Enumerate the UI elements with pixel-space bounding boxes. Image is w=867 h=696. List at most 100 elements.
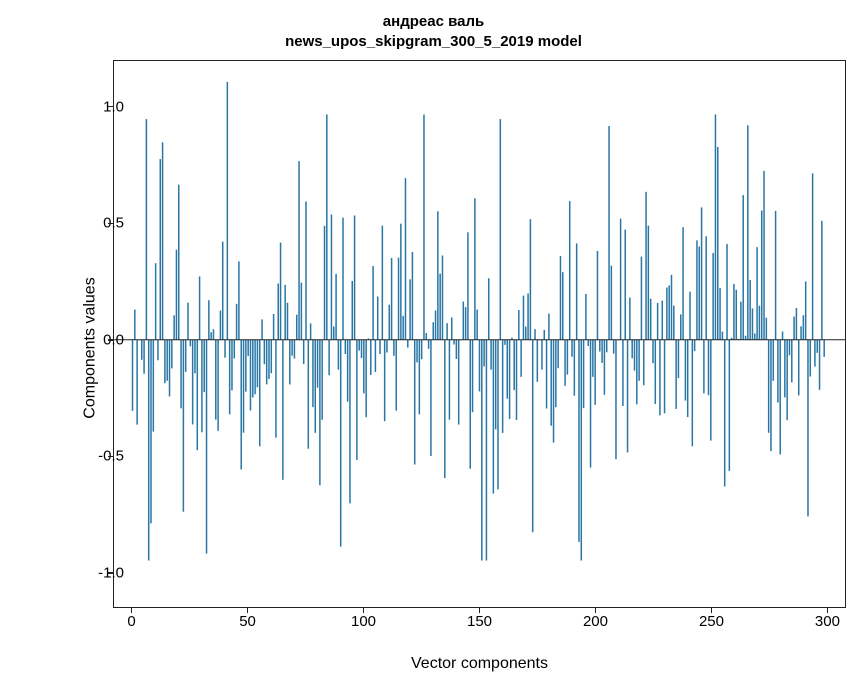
vector-component-bar[interactable]: [386, 340, 388, 353]
vector-component-bar[interactable]: [634, 340, 636, 371]
vector-component-bar[interactable]: [160, 159, 162, 340]
vector-component-bar[interactable]: [555, 340, 557, 407]
vector-component-bar[interactable]: [435, 311, 437, 340]
vector-component-bar[interactable]: [513, 340, 515, 390]
vector-component-bar[interactable]: [786, 340, 788, 420]
vector-component-bar[interactable]: [402, 316, 404, 340]
vector-component-bar[interactable]: [541, 340, 543, 370]
vector-component-bar[interactable]: [282, 340, 284, 480]
vector-component-bar[interactable]: [141, 340, 143, 360]
vector-component-bar[interactable]: [800, 326, 802, 340]
vector-component-bar[interactable]: [604, 340, 606, 395]
vector-component-bar[interactable]: [143, 340, 145, 374]
vector-component-bar[interactable]: [736, 290, 738, 340]
vector-component-bar[interactable]: [377, 297, 379, 340]
vector-component-bar[interactable]: [486, 340, 488, 561]
vector-component-bar[interactable]: [442, 256, 444, 340]
vector-component-bar[interactable]: [553, 340, 555, 443]
vector-component-bar[interactable]: [449, 340, 451, 420]
vector-component-bar[interactable]: [759, 306, 761, 340]
vector-component-bar[interactable]: [423, 114, 425, 339]
vector-component-bar[interactable]: [312, 340, 314, 407]
vector-component-bar[interactable]: [201, 340, 203, 432]
vector-component-bar[interactable]: [146, 119, 148, 340]
vector-component-bar[interactable]: [231, 340, 233, 391]
vector-component-bar[interactable]: [444, 340, 446, 478]
vector-component-bar[interactable]: [166, 340, 168, 381]
vector-component-bar[interactable]: [775, 211, 777, 340]
vector-component-bar[interactable]: [493, 340, 495, 494]
vector-component-bar[interactable]: [227, 82, 229, 340]
vector-component-bar[interactable]: [766, 318, 768, 340]
vector-component-bar[interactable]: [601, 340, 603, 363]
vector-component-bar[interactable]: [678, 340, 680, 378]
vector-component-bar[interactable]: [789, 340, 791, 356]
vector-component-bar[interactable]: [597, 251, 599, 340]
vector-component-bar[interactable]: [692, 340, 694, 446]
vector-component-bar[interactable]: [715, 114, 717, 339]
vector-component-bar[interactable]: [194, 340, 196, 373]
vector-component-bar[interactable]: [469, 340, 471, 469]
vector-component-bar[interactable]: [398, 258, 400, 340]
vector-component-bar[interactable]: [379, 340, 381, 354]
vector-component-bar[interactable]: [534, 329, 536, 340]
vector-component-bar[interactable]: [187, 303, 189, 340]
vector-component-bar[interactable]: [650, 299, 652, 340]
vector-component-bar[interactable]: [615, 340, 617, 459]
vector-component-bar[interactable]: [234, 340, 236, 359]
vector-component-bar[interactable]: [467, 232, 469, 339]
vector-component-bar[interactable]: [203, 340, 205, 392]
vector-component-bar[interactable]: [578, 340, 580, 542]
vector-component-bar[interactable]: [215, 340, 217, 420]
vector-component-bar[interactable]: [671, 275, 673, 340]
vector-component-bar[interactable]: [361, 340, 363, 358]
vector-component-bar[interactable]: [342, 218, 344, 340]
vector-component-bar[interactable]: [416, 340, 418, 363]
vector-component-bar[interactable]: [134, 310, 136, 340]
vector-component-bar[interactable]: [296, 315, 298, 340]
vector-component-bar[interactable]: [793, 317, 795, 340]
vector-component-bar[interactable]: [157, 340, 159, 360]
vector-component-bar[interactable]: [585, 294, 587, 340]
vector-component-bar[interactable]: [810, 340, 812, 377]
vector-component-bar[interactable]: [153, 340, 155, 432]
vector-component-bar[interactable]: [564, 340, 566, 386]
vector-component-bar[interactable]: [717, 147, 719, 340]
vector-component-bar[interactable]: [504, 340, 506, 345]
vector-component-bar[interactable]: [652, 340, 654, 363]
vector-component-bar[interactable]: [784, 340, 786, 398]
vector-component-bar[interactable]: [173, 315, 175, 339]
vector-component-bar[interactable]: [745, 336, 747, 340]
vector-component-bar[interactable]: [821, 221, 823, 340]
vector-component-bar[interactable]: [421, 340, 423, 359]
vector-component-bar[interactable]: [648, 226, 650, 340]
vector-component-bar[interactable]: [240, 340, 242, 470]
vector-component-bar[interactable]: [301, 283, 303, 340]
vector-component-bar[interactable]: [352, 281, 354, 340]
vector-component-bar[interactable]: [666, 288, 668, 340]
vector-component-bar[interactable]: [520, 340, 522, 377]
vector-component-bar[interactable]: [370, 340, 372, 375]
vector-component-bar[interactable]: [823, 340, 825, 357]
vector-component-bar[interactable]: [319, 340, 321, 485]
vector-component-bar[interactable]: [185, 340, 187, 372]
vector-component-bar[interactable]: [338, 340, 340, 370]
vector-component-bar[interactable]: [729, 340, 731, 471]
vector-component-bar[interactable]: [333, 326, 335, 339]
vector-component-bar[interactable]: [407, 340, 409, 348]
vector-component-bar[interactable]: [458, 340, 460, 425]
vector-component-bar[interactable]: [271, 340, 273, 373]
vector-component-bar[interactable]: [264, 340, 266, 364]
vector-component-bar[interactable]: [710, 340, 712, 441]
vector-component-bar[interactable]: [432, 322, 434, 340]
vector-component-bar[interactable]: [162, 142, 164, 339]
vector-component-bar[interactable]: [495, 340, 497, 430]
vector-component-bar[interactable]: [763, 171, 765, 340]
vector-component-bar[interactable]: [465, 307, 467, 340]
vector-component-bar[interactable]: [798, 340, 800, 396]
vector-component-bar[interactable]: [481, 340, 483, 561]
vector-component-bar[interactable]: [819, 340, 821, 390]
vector-component-bar[interactable]: [382, 226, 384, 340]
vector-component-bar[interactable]: [756, 247, 758, 340]
vector-component-bar[interactable]: [132, 340, 134, 411]
